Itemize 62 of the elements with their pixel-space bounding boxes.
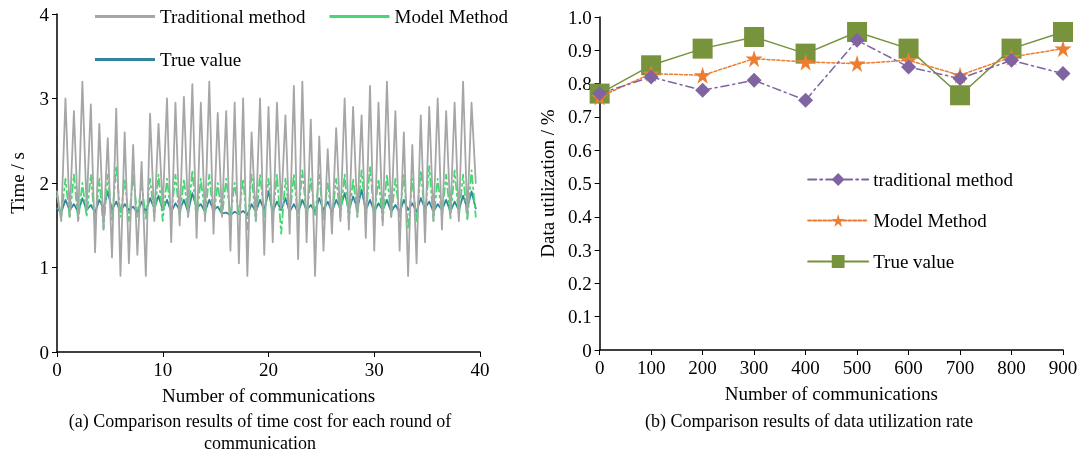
x-tick-label: 200 [688,357,717,378]
point [1053,21,1073,42]
line-series [56,165,477,235]
legend-label: True value [160,49,242,70]
x-tick-label: 20 [259,359,278,380]
y-tick-label: 0.2 [567,272,592,294]
x-tick-label: 800 [997,357,1026,378]
y-tick-label: 0.8 [567,73,592,95]
x-axis-title: Number of communications [161,385,376,406]
y-tick-label: 4 [39,3,50,25]
y-tick-label: 3 [39,88,49,109]
y-tick-label: 0 [582,339,592,361]
x-tick-label: 400 [791,357,820,378]
point [950,85,971,106]
point [901,59,917,75]
x-tick-label: 300 [739,357,769,378]
y-tick-label: 0.4 [567,206,593,228]
text: (a) Comparison results of time cost for each round of communication [67,410,453,454]
point [1054,40,1072,58]
x-tick-label: 700 [945,357,975,378]
legend-label: Traditional method [160,6,306,27]
x-tick-label: 10 [153,359,173,380]
point [745,50,763,68]
point [898,38,919,59]
point [694,66,712,84]
y-tick-label: 0.3 [567,239,592,261]
y-tick-label: 0.6 [567,139,592,161]
y-tick-label: 0.1 [567,306,592,328]
point [643,69,659,85]
legend-label: True value [873,251,955,272]
point [952,71,968,87]
point [744,26,765,47]
y-tick-label: 0 [39,341,49,363]
point [1004,52,1020,68]
legend-label: Model Method [394,6,509,27]
y-axis-title: Time / s [7,152,28,214]
y-tick-label: 0.9 [567,39,592,61]
point [695,82,711,98]
point [692,38,713,59]
y-tick-label: 0.7 [567,106,592,128]
y-tick-label: 1.0 [567,6,592,28]
point [746,72,762,88]
x-tick-label: 0 [52,359,62,380]
x-tick-label: 600 [894,357,923,378]
point [798,92,814,108]
x-axis-title: Number of communications [724,383,938,404]
y-tick-label: 0.5 [567,173,592,194]
point [1055,66,1071,82]
x-tick-label: 100 [636,357,666,378]
x-tick-label: 40 [470,359,490,380]
y-axis-title: Data utilization / % [537,109,558,258]
line-series [56,80,477,277]
x-tick-label: 30 [364,359,384,380]
y-tick-label: 1 [39,257,49,278]
point [848,55,866,73]
point [797,53,815,71]
x-tick-label: 500 [842,357,872,378]
x-tick-label: 900 [1048,357,1078,378]
text: (b) Comparison results of data utilization rate [644,410,974,432]
y-tick-label: 2 [39,172,49,194]
legend-label: Model Method [873,210,988,231]
legend-label: traditional method [873,169,1014,190]
